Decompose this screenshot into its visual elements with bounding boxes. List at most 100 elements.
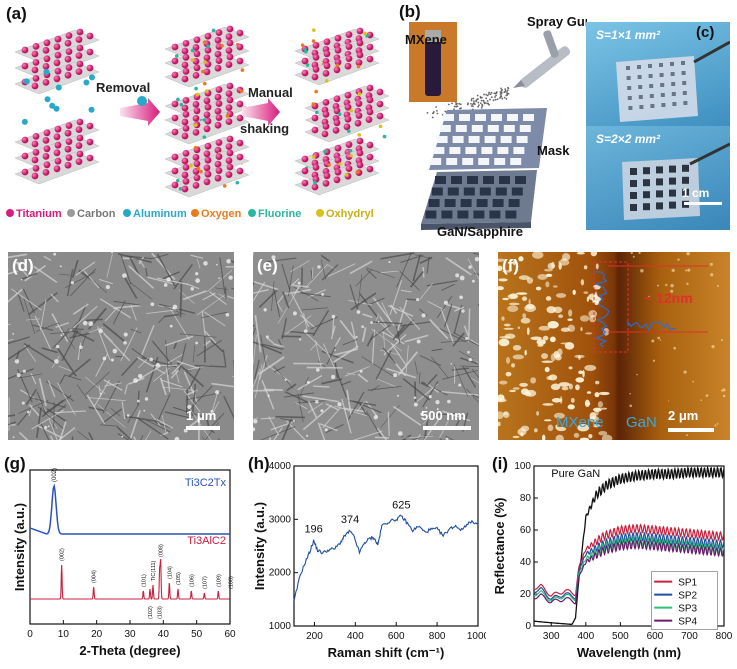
pad-1mm [628,96,632,100]
x-tick-label: 40 [158,629,170,640]
aluminum-atom [22,119,28,125]
x-tick-label: 60 [224,629,236,640]
aluminum-atom [43,69,49,75]
pad-2mm [630,192,637,199]
mask-opening [443,114,454,121]
y-tick-label: 2000 [269,568,292,579]
mxene-pad [461,199,472,207]
pad-2mm [669,178,676,185]
mxene-pad [505,211,516,219]
layered-stack [295,138,379,195]
panel-a: (a) Removal Manual shaking Titanium Carb… [0,0,395,230]
mxene-pad [432,188,443,196]
plot-frame [30,470,230,624]
mask-opening [481,147,492,154]
x-tick-label: 30 [124,629,136,640]
scale-bar-c [684,202,722,205]
panel-f-afm-image: (f) ~ 12nm MXene GaN 2 μm [498,252,730,440]
mxene-pad [493,199,504,207]
pad-1mm [628,106,632,110]
y-axis-label: Intensity (a.u.) [252,502,267,590]
pad-2mm [682,177,689,184]
mxene-pad [445,199,456,207]
mask-opening [475,114,486,121]
legend-entry: SP3 [678,604,697,615]
scale-label-d: 1 μm [186,408,216,423]
series-ti3alc2 [30,559,230,599]
removal-label: Removal [96,80,150,95]
mask-opening [517,136,528,143]
x-tick-label: 800 [429,631,446,642]
pad-2mm [630,180,637,187]
mxene-pad [499,176,510,184]
step-height-label: ~ 12nm [644,290,693,306]
mask-label: Mask [537,143,570,158]
pad-1mm [648,64,652,68]
aluminum-atom [89,74,95,80]
layered-stack [165,136,249,197]
y-tick-label: 20 [520,589,532,600]
panel-c-label: (c) [696,24,714,41]
mask-opening [510,158,521,165]
mxene-region-label: MXene [556,414,604,431]
x-tick-label: 700 [681,631,698,642]
spray-gun [513,29,572,89]
pad-2mm [643,179,650,186]
pad-2mm [643,191,650,198]
series-ti3c2tx [30,486,230,534]
panel-h-raman-chart: (h) 20040060080010001000200030004000Rama… [246,452,486,664]
y-tick-label: 3000 [269,514,292,525]
legend-aluminum: Aluminum [133,208,187,220]
pad-1mm [671,72,675,76]
mxene-pad [515,176,526,184]
panel-b-label: (b) [399,2,421,22]
x-tick-label: 600 [647,631,664,642]
y-tick-label: 4000 [269,461,292,472]
peak-label: (002) [60,548,66,561]
size-label-2: S=2×2 mm² [596,132,660,146]
mxene-pad [509,199,520,207]
x-tick-label: 10 [58,629,70,640]
mxene-pad [457,211,468,219]
pad-1mm [638,75,642,79]
panel-b: (b) MXene Spray Gun Mask GaN/Sapphire [397,0,587,240]
legend-ti3c2tx: Ti3C2Tx [185,477,227,489]
x-axis-label: 2-Theta (degree) [79,643,180,658]
aluminum-atom [83,79,89,85]
gan-sapphire-substrate [421,170,537,230]
mxene-pad [496,188,507,196]
peak-label: (002) [52,468,58,482]
peak-label: (108) [229,576,235,589]
scale-bar-e [423,426,471,430]
peak-label: (101) [141,574,147,587]
size-label-1: S=1×1 mm² [596,28,660,42]
mask-opening [523,114,534,121]
x-axis-label: Wavelength (nm) [577,645,681,660]
mask-opening [497,147,508,154]
mask-opening [459,114,470,121]
raman-peak-label: 374 [341,514,359,526]
x-tick-label: 600 [388,631,405,642]
scale-label-c: 1 cm [682,186,709,200]
mask-opening [430,158,441,165]
mxene-pad [473,211,484,219]
substrate-label: GaN/Sapphire [437,224,523,239]
scale-label-e: 500 nm [421,408,466,423]
pad-2mm [669,190,676,197]
pad-2mm [656,178,663,185]
x-tick-label: 400 [347,631,364,642]
pad-2mm [643,167,650,174]
pad-1mm [650,94,654,98]
legend-entry: SP2 [678,591,697,602]
legend-entry: SP1 [678,578,697,589]
aluminum-atom [56,85,62,91]
panel-d-sem-image: (d) 1 μm [8,252,234,440]
x-tick-label: 200 [306,631,323,642]
peak-label: (104) [167,566,173,579]
x-tick-label: 1000 [467,631,486,642]
mask-opening [520,125,531,132]
mxene-pad [483,176,494,184]
x-tick-label: 300 [543,631,560,642]
peak-label: (102) [148,606,154,619]
